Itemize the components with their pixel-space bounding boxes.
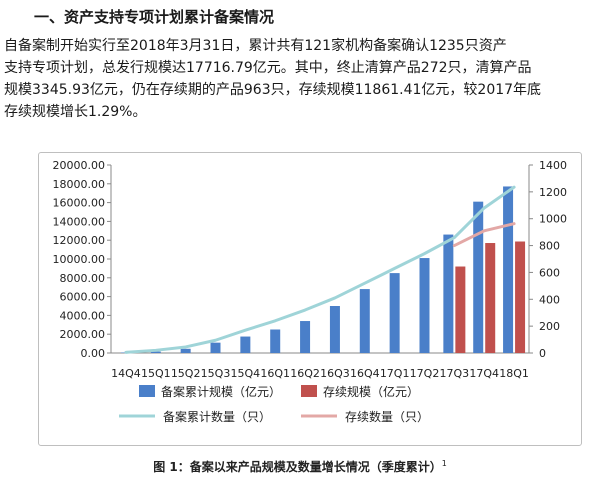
y-left-tick-label: 14000.00 [53, 215, 106, 228]
y-left-tick-label: 4000.00 [60, 309, 106, 322]
x-tick-label: 15Q4 [231, 367, 261, 380]
x-tick-label: 16Q1 [260, 367, 290, 380]
bar-filed-scale [389, 273, 400, 353]
bar-outstanding-scale [485, 243, 496, 353]
bar-outstanding-scale [515, 241, 526, 353]
y-left-tick-label: 2000.00 [60, 328, 106, 341]
legend-swatch [301, 385, 317, 397]
paragraph-line: 自备案制开始实行至2018年3月31日，累计共有121家机构备案确认1235只资… [4, 38, 507, 54]
bar-filed-scale [419, 258, 430, 353]
bar-outstanding-scale [455, 266, 466, 353]
y-right-tick-label: 1200 [539, 186, 567, 199]
bar-filed-scale [150, 351, 161, 353]
x-tick-label: 15Q2 [171, 367, 201, 380]
line-filed-count [124, 185, 516, 354]
summary-paragraph: 自备案制开始实行至2018年3月31日，累计共有121家机构备案确认1235只资… [4, 35, 594, 123]
legend-label: 备案累计规模（亿元） [161, 384, 281, 399]
section-heading: 一、资产支持专项计划累计备案情况 [34, 8, 275, 26]
bar-filed-scale [443, 234, 454, 353]
bar-filed-scale [359, 289, 370, 353]
paragraph-line: 规模3345.93亿元，仍在存续期的产品963只，存续规模11861.41亿元，… [4, 82, 542, 98]
y-left-tick-label: 16000.00 [53, 197, 106, 210]
y-left-tick-label: 10000.00 [53, 253, 106, 266]
y-right-tick-label: 1400 [539, 159, 567, 172]
y-left-tick-label: 12000.00 [53, 234, 106, 247]
y-right-tick-label: 200 [539, 320, 560, 333]
line-outstanding-count [452, 222, 516, 248]
y-left-tick-label: 20000.00 [53, 159, 106, 172]
bar-filed-scale [473, 201, 484, 353]
paragraph-line: 支持专项计划，总发行规模达17716.79亿元。其中，终止清算产品272只，清算… [4, 60, 532, 76]
bar-filed-scale [210, 342, 221, 353]
legend-swatch [139, 385, 155, 397]
x-tick-label: 15Q3 [201, 367, 231, 380]
y-left-tick-label: 18000.00 [53, 178, 106, 191]
x-tick-label: 17Q1 [380, 367, 410, 380]
paragraph-line: 存续规模增长1.29%。 [4, 104, 147, 120]
y-left-tick-label: 0.00 [81, 347, 106, 360]
bar-filed-scale [329, 306, 340, 353]
y-right-tick-label: 800 [539, 240, 560, 253]
y-left-tick-label: 6000.00 [60, 291, 106, 304]
x-tick-label: 14Q4 [111, 367, 141, 380]
y-left-tick-label: 8000.00 [60, 272, 106, 285]
y-right-tick-label: 1000 [539, 213, 567, 226]
bar-filed-scale [240, 336, 251, 353]
y-right-tick-label: 0 [539, 347, 546, 360]
legend-label: 存续规模（亿元） [323, 384, 419, 399]
bar-filed-scale [300, 321, 311, 353]
bar-filed-scale [270, 329, 281, 353]
x-tick-label: 17Q4 [469, 367, 499, 380]
bar-filed-scale [503, 186, 514, 353]
x-tick-label: 16Q2 [290, 367, 320, 380]
x-tick-label: 16Q3 [320, 367, 350, 380]
x-tick-label: 17Q2 [410, 367, 440, 380]
x-tick-label: 16Q4 [350, 367, 380, 380]
caption-footnote-mark: 1 [441, 459, 447, 468]
y-right-tick-label: 600 [539, 266, 560, 279]
chart-frame: 0.00 2000.00 4000.00 6000.00 8000.00 10000.00… [38, 152, 582, 446]
bar-filed-scale [180, 348, 191, 353]
legend-label: 存续数量（只） [345, 409, 429, 424]
y-right-tick-label: 400 [539, 293, 560, 306]
legend-label: 备案累计数量（只） [163, 409, 271, 424]
x-tick-label: 15Q1 [141, 367, 171, 380]
caption-text: 图 1：备案以来产品规模及数量增长情况（季度累计） [153, 460, 442, 474]
x-tick-label: 17Q3 [440, 367, 470, 380]
combo-chart: 0.00 2000.00 4000.00 6000.00 8000.00 10000.00… [53, 159, 568, 424]
figure-caption: 图 1：备案以来产品规模及数量增长情况（季度累计）1 [0, 458, 600, 475]
x-tick-label: 18Q1 [499, 367, 529, 380]
